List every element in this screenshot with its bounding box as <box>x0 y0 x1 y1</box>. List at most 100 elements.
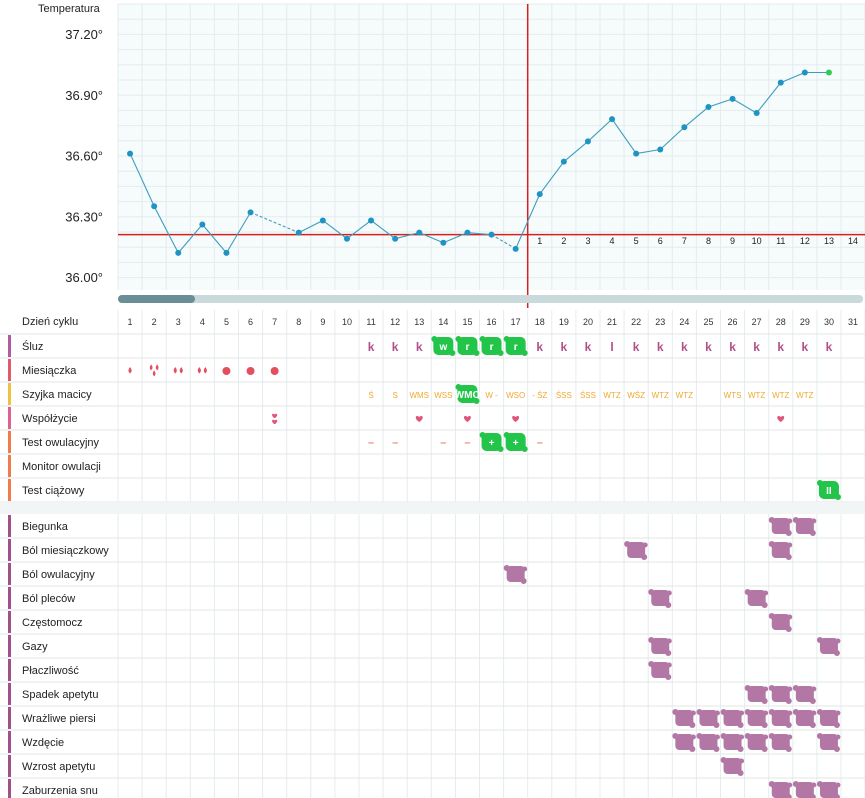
series-segment <box>683 106 709 128</box>
series-segment <box>129 153 155 207</box>
temperature-point[interactable] <box>343 235 350 242</box>
ovulation-test-badge[interactable]: + <box>503 432 528 452</box>
row-color-bar <box>8 683 11 705</box>
symptom-mark[interactable] <box>816 637 841 656</box>
symptom-mark[interactable] <box>720 709 745 728</box>
symptom-mark[interactable] <box>648 589 672 608</box>
temperature-point[interactable] <box>657 146 664 153</box>
badge-bg <box>457 385 478 403</box>
symptom-mark[interactable] <box>768 709 793 728</box>
row-label: Zaburzenia snu <box>22 785 98 797</box>
temperature-point[interactable] <box>464 229 471 236</box>
symptom-blob <box>819 782 838 798</box>
temperature-point[interactable] <box>223 249 230 256</box>
symptom-mark[interactable] <box>768 781 793 798</box>
symptom-mark[interactable] <box>624 541 648 560</box>
symptom-mark[interactable] <box>768 517 793 536</box>
temperature-point[interactable] <box>319 217 326 224</box>
temperature-point[interactable] <box>392 235 399 242</box>
temperature-point[interactable] <box>801 69 808 76</box>
symptom-mark[interactable] <box>768 685 793 704</box>
temperature-point[interactable] <box>681 124 688 131</box>
symptom-blob <box>723 734 742 750</box>
symptom-mark[interactable] <box>648 637 672 656</box>
symptom-mark[interactable] <box>744 685 769 704</box>
symptom-blob <box>811 686 817 692</box>
symptom-mark[interactable] <box>792 709 817 728</box>
temperature-point[interactable] <box>536 191 543 198</box>
badge-blob <box>479 336 486 342</box>
symptom-mark[interactable] <box>648 661 672 680</box>
symptom-mark[interactable] <box>744 709 769 728</box>
temperature-point[interactable] <box>729 95 736 102</box>
temperature-point[interactable] <box>199 221 206 228</box>
mucus-badge[interactable]: r <box>455 336 480 356</box>
temperature-point[interactable] <box>440 239 447 246</box>
temperature-point[interactable] <box>609 116 616 123</box>
cervix-badge[interactable]: WMO <box>455 384 481 404</box>
row-color-bar <box>8 587 11 609</box>
symptom-blob <box>795 686 814 702</box>
symptom-mark[interactable] <box>720 733 745 752</box>
symptom-mark[interactable] <box>768 613 793 632</box>
temperature-point[interactable] <box>488 231 495 238</box>
temperature-point[interactable] <box>175 249 182 256</box>
temperature-point[interactable] <box>705 103 712 110</box>
mucus-badge[interactable]: r <box>479 336 504 356</box>
symptom-blob <box>835 710 841 716</box>
symptom-mark[interactable] <box>696 733 720 752</box>
symptom-blob <box>737 746 744 752</box>
symptom-blob <box>503 565 510 571</box>
temperature-point[interactable] <box>127 150 134 157</box>
mucus-badge[interactable]: r <box>503 336 528 356</box>
symptom-mark[interactable] <box>792 781 817 798</box>
temperature-point[interactable] <box>753 110 760 117</box>
series-segment <box>370 220 396 240</box>
post-ovulation-day-label: 7 <box>682 236 687 246</box>
symptom-mark[interactable] <box>503 565 528 584</box>
chart-scrollbar-thumb[interactable] <box>118 295 195 303</box>
section-separator <box>0 502 865 514</box>
symptom-blob <box>737 770 744 776</box>
row-color-bar <box>8 539 11 561</box>
symptom-blob <box>768 541 775 547</box>
series-segment <box>225 212 252 254</box>
symptom-mark[interactable] <box>672 733 696 752</box>
temperature-point[interactable] <box>633 150 640 157</box>
temperature-point[interactable] <box>416 229 423 236</box>
temperature-point[interactable] <box>368 217 375 224</box>
symptom-mark[interactable] <box>816 781 841 798</box>
mucus-badge-label: r <box>490 342 494 353</box>
symptom-mark[interactable] <box>816 709 841 728</box>
symptom-mark[interactable] <box>792 517 817 536</box>
ovulation-test-badge[interactable]: + <box>479 432 504 452</box>
symptom-mark[interactable] <box>792 685 817 704</box>
temperature-point[interactable] <box>825 69 832 76</box>
symptom-blob <box>720 757 727 763</box>
temperature-point[interactable] <box>777 79 784 86</box>
symptom-mark[interactable] <box>768 733 793 752</box>
symptom-blob <box>627 542 646 558</box>
temperature-point[interactable] <box>247 209 254 216</box>
symptom-mark[interactable] <box>672 709 696 728</box>
temperature-point[interactable] <box>512 245 519 252</box>
temperature-point[interactable] <box>584 138 591 145</box>
symptom-mark[interactable] <box>696 709 720 728</box>
symptom-mark[interactable] <box>744 589 769 608</box>
temperature-point[interactable] <box>560 158 567 165</box>
badge-blob <box>503 336 510 342</box>
symptom-mark[interactable] <box>816 733 841 752</box>
row-label: Monitor owulacji <box>22 461 101 473</box>
badge-bg <box>481 337 502 355</box>
row-label: Śluz <box>22 340 43 353</box>
mucus-badge[interactable]: w <box>431 336 456 356</box>
symptom-mark[interactable] <box>768 541 793 560</box>
symptom-blob <box>763 590 769 596</box>
chart-scrollbar-track[interactable] <box>118 295 864 303</box>
symptom-mark[interactable] <box>744 733 769 752</box>
symptom-blob <box>763 686 769 692</box>
symptom-mark[interactable] <box>720 757 745 776</box>
pregnancy-test-badge[interactable]: II <box>816 480 841 500</box>
temperature-point[interactable] <box>295 229 302 236</box>
temperature-point[interactable] <box>151 203 158 210</box>
